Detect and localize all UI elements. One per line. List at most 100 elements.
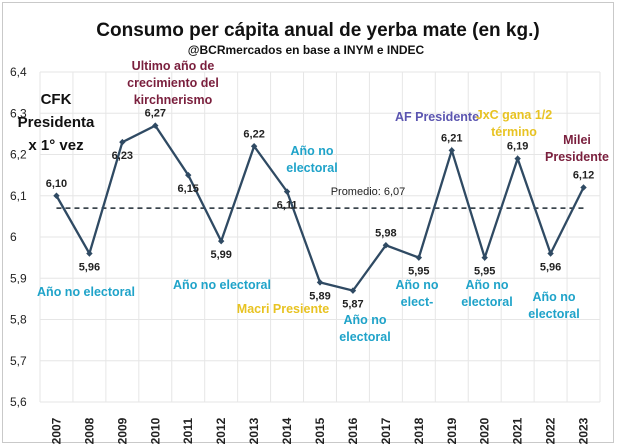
average-line-group: Promedio: 6,07 <box>56 186 584 209</box>
data-label: 6,22 <box>243 128 264 140</box>
data-point <box>250 143 258 150</box>
annotation-line: Año no <box>343 313 386 327</box>
x-tick-label: 2019 <box>445 417 459 444</box>
y-tick-label: 5,6 <box>10 395 27 409</box>
y-tick-label: 5,7 <box>10 354 27 368</box>
annotation-line: electoral <box>339 330 390 344</box>
x-tick-label: 2014 <box>280 417 294 444</box>
data-label: 6,19 <box>507 141 528 153</box>
x-tick-label: 2015 <box>313 417 327 444</box>
annotation-line: Año no <box>532 290 575 304</box>
data-label: 5,96 <box>79 262 100 274</box>
data-point <box>448 147 455 154</box>
annotation-anl2016: Año no electoral <box>339 313 390 344</box>
annotation-line: JxC gana 1/2 <box>476 108 552 122</box>
annotation-line: Año no <box>290 144 333 158</box>
annotation-line: Milei <box>563 133 591 147</box>
data-label: 5,98 <box>375 227 396 239</box>
annotation-line: kirchnerismo <box>134 93 213 107</box>
x-tick-label: 2008 <box>82 417 96 444</box>
data-label: 5,96 <box>540 262 561 274</box>
data-label: 6,21 <box>441 132 462 144</box>
average-label: Promedio: 6,07 <box>331 186 406 198</box>
data-labels: 6,10 5,96 6,23 6,27 6,15 5,99 6,22 6,11 5,89 5,87… <box>46 108 594 311</box>
x-tick-label: 2018 <box>412 417 426 444</box>
data-label: 6,12 <box>573 170 594 182</box>
data-points <box>53 122 587 294</box>
annotation-anl2014: Año no electoral <box>286 144 337 175</box>
data-point <box>547 250 554 257</box>
y-tick-label: 5,8 <box>10 313 27 327</box>
chart-subtitle: @BCRmercados en base a INYM e INDEC <box>188 43 425 57</box>
data-point <box>349 287 357 294</box>
annotation-milei: Milei Presidente <box>545 133 609 164</box>
x-tick-label: 2012 <box>214 417 228 444</box>
data-point <box>580 184 587 191</box>
y-tick-label: 6,3 <box>10 106 27 120</box>
annotation-ultimo: Ultimo año de crecimiento del kirchnerismo <box>127 59 219 107</box>
data-label: 6,10 <box>46 178 67 190</box>
x-tick-label: 2010 <box>148 417 162 444</box>
annotation-line: Presidente <box>545 150 609 164</box>
data-label: 5,89 <box>309 290 330 302</box>
annotation-line: Ultimo año de <box>132 59 215 73</box>
y-tick-label: 6 <box>10 230 17 244</box>
y-tick-label: 6,4 <box>10 65 27 79</box>
data-label: 5,95 <box>474 266 495 278</box>
data-label: 5,95 <box>408 266 429 278</box>
x-tick-label: 2021 <box>511 417 525 444</box>
x-tick-label: 2016 <box>346 417 360 444</box>
x-tick-label: 2020 <box>478 417 492 444</box>
annotation-anl2020: Año no electoral <box>461 278 512 309</box>
annotation-line: Año no <box>465 278 508 292</box>
data-point <box>316 279 324 286</box>
x-tick-label: 2009 <box>115 417 129 444</box>
data-point <box>283 188 291 195</box>
annotation-anl2012: Año no electoral <box>173 278 271 292</box>
y-tick-label: 6,1 <box>10 189 27 203</box>
y-tick-label: 5,9 <box>10 271 27 285</box>
data-point <box>152 122 159 129</box>
annotation-line: elect- <box>401 295 434 309</box>
annotation-cfk: CFK Presidenta x 1° vez <box>18 91 95 154</box>
data-point <box>217 237 225 245</box>
annotation-line: electoral <box>286 161 337 175</box>
grid-lines <box>39 71 601 403</box>
annotation-line: CFK <box>41 91 72 108</box>
data-label: 6,11 <box>277 200 298 212</box>
data-label: 5,99 <box>210 249 231 261</box>
annotation-line: Año no electoral <box>37 285 135 299</box>
annotation-line: Presidenta <box>18 114 95 131</box>
annotation-line: x 1° vez <box>28 137 83 154</box>
data-point <box>481 254 488 261</box>
x-tick-label: 2007 <box>49 417 63 444</box>
chart-frame <box>2 2 614 443</box>
data-point <box>185 171 192 179</box>
y-axis-ticks: 5,6 5,7 5,8 5,9 6 6,1 6,2 6,3 6,4 <box>10 65 27 409</box>
x-tick-label: 2023 <box>577 417 591 444</box>
x-tick-label: 2017 <box>379 417 393 444</box>
data-label: 5,87 <box>342 299 363 311</box>
annotation-line: electoral <box>528 307 579 321</box>
annotation-line: Año no electoral <box>173 278 271 292</box>
data-point <box>53 192 60 199</box>
y-tick-label: 6,2 <box>10 148 27 162</box>
data-label: 6,23 <box>112 150 133 162</box>
annotation-line: Año no <box>395 278 438 292</box>
annotation-anl2018: Año no elect- <box>395 278 438 309</box>
annotation-line: término <box>491 125 537 139</box>
annotation-macri: Macri Presiente <box>237 302 329 316</box>
x-tick-label: 2011 <box>181 418 195 444</box>
annotation-line: Macri Presiente <box>237 302 329 316</box>
annotation-anl2007: Año no electoral <box>37 285 135 299</box>
annotation-line: AF Presidente <box>395 110 479 124</box>
annotations: CFK Presidenta x 1° vez Ultimo año de crecim… <box>18 59 609 344</box>
data-point <box>119 138 126 146</box>
x-tick-label: 2022 <box>544 417 558 444</box>
annotation-jxc: JxC gana 1/2 término <box>476 108 552 139</box>
annotation-anl2022: Año no electoral <box>528 290 579 321</box>
x-tick-label: 2013 <box>247 417 261 444</box>
data-label: 6,15 <box>178 183 199 195</box>
data-label: 6,27 <box>145 108 166 120</box>
